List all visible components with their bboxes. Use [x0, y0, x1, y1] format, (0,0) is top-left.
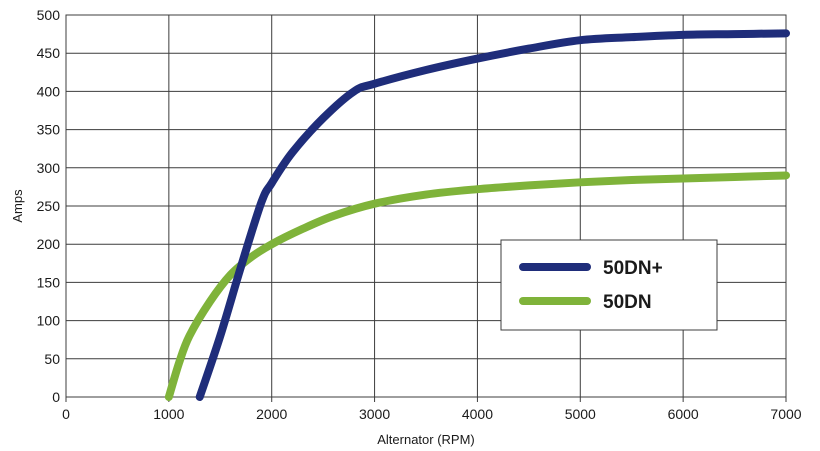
x-axis-title: Alternator (RPM) — [377, 432, 475, 447]
x-tick-label: 7000 — [770, 406, 801, 422]
y-axis-title: Amps — [10, 189, 25, 223]
legend-box — [500, 239, 718, 331]
legend: 50DN+ 50DN — [500, 239, 718, 331]
series-line-50dn-plus — [195, 29, 790, 401]
y-tick-label: 200 — [37, 236, 61, 252]
y-tick-label: 350 — [37, 122, 61, 138]
y-axis: 0 50 100 150 200 250 300 350 400 450 500 — [37, 7, 61, 405]
series-line-50dn — [164, 171, 790, 401]
x-tick-label: 6000 — [668, 406, 699, 422]
x-tick-label: 3000 — [359, 406, 390, 422]
y-tick-label: 450 — [37, 45, 61, 61]
y-tick-label: 300 — [37, 160, 61, 176]
y-tick-label: 500 — [37, 7, 61, 23]
y-tick-label: 150 — [37, 274, 61, 290]
y-tick-label: 400 — [37, 83, 61, 99]
plot-border — [65, 14, 787, 398]
y-tick-label: 50 — [44, 351, 60, 367]
y-tick-label: 0 — [52, 389, 60, 405]
y-tick-label: 250 — [37, 198, 61, 214]
x-tick-label: 4000 — [462, 406, 493, 422]
x-axis: 0 1000 2000 3000 4000 5000 6000 7000 — [62, 397, 802, 422]
series-layer — [164, 29, 790, 401]
plot-frame — [65, 14, 787, 398]
y-tick-label: 100 — [37, 313, 61, 329]
x-tick-label: 1000 — [153, 406, 184, 422]
legend-label-50dn: 50DN — [603, 292, 652, 313]
legend-label-50dn-plus: 50DN+ — [603, 258, 663, 279]
x-tick-label: 0 — [62, 406, 70, 422]
x-tick-label: 5000 — [565, 406, 596, 422]
x-tick-label: 2000 — [256, 406, 287, 422]
